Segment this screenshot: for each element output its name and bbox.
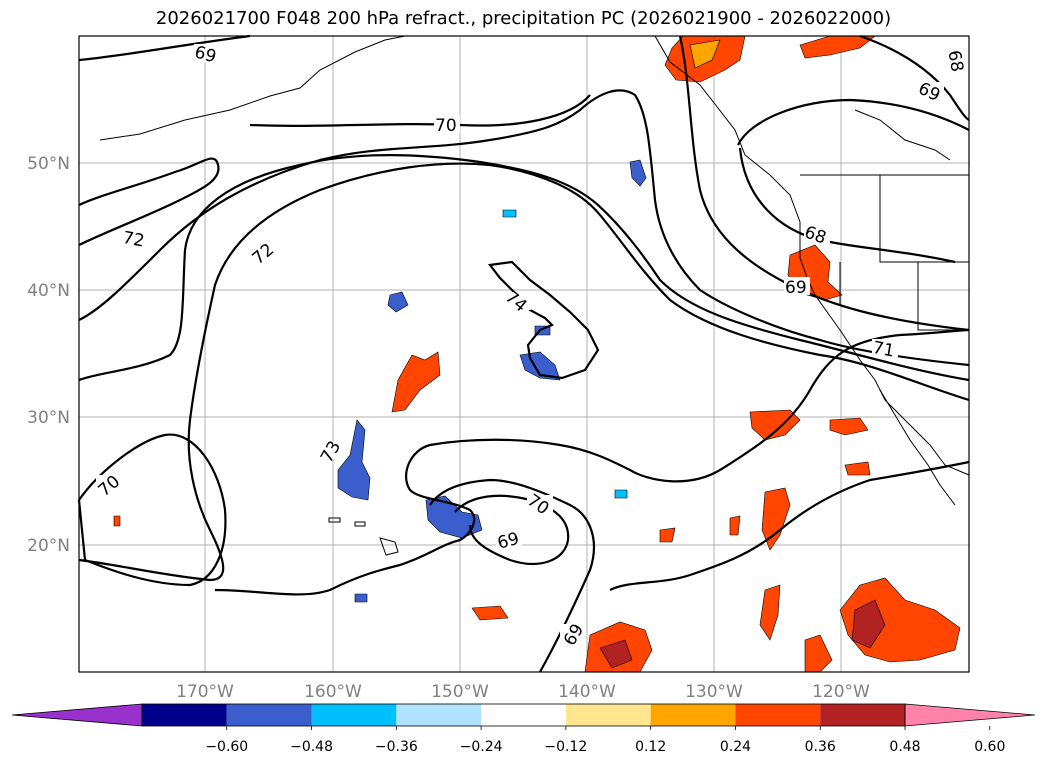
lon-label-130w: 130°W	[685, 682, 743, 702]
contour-73	[78, 162, 970, 582]
precip-area-small-3	[113, 515, 121, 527]
precip-area-south-core	[599, 639, 633, 669]
contour-70-southwest	[77, 433, 227, 587]
lat-label-30n: 30°N	[27, 408, 70, 428]
precip-area-small-1	[659, 527, 676, 543]
hawaii-island	[379, 537, 399, 556]
coastlines	[99, 35, 970, 556]
precip-area-central-1	[391, 351, 441, 413]
map-area	[79, 36, 969, 672]
contour-68-north	[737, 98, 970, 146]
colorbar-tick-label: −0.36	[375, 739, 418, 755]
precip-area-negative-2	[425, 495, 483, 539]
colorbar-segment	[396, 704, 482, 726]
lat-label-50n: 50°N	[27, 154, 70, 174]
colorbar-tick-label: −0.48	[290, 739, 333, 755]
colorbar-tick-label: 0.24	[720, 739, 751, 755]
contour-69-north	[678, 35, 970, 332]
precip-area-east-3	[844, 461, 871, 476]
colorbar-segment	[226, 704, 312, 726]
precip-area-negative-9	[354, 593, 368, 603]
colorbar-segment	[481, 704, 566, 726]
colorbar-tick-label: 0.48	[889, 739, 920, 755]
contour-69-northwest	[78, 34, 251, 62]
colorbar-extend-low	[11, 703, 143, 727]
lon-label-150w: 150°W	[431, 682, 489, 702]
colorbar-tick-label: 0.12	[635, 739, 666, 755]
contour-71-south	[609, 460, 970, 591]
west-coast	[654, 35, 970, 476]
contour-label-12: 69	[785, 278, 807, 298]
hawaii-small-1	[328, 517, 341, 523]
colorbar: −0.60 −0.48 −0.36 −0.24 −0.12 0.12 0.24 0.36 0.4…	[11, 703, 1036, 755]
contour-71	[78, 89, 970, 367]
canada-border-inner	[854, 109, 951, 161]
precip-area-east-4	[761, 487, 791, 551]
precip-area-southeast-core	[851, 599, 886, 649]
precip-area-south-3	[804, 634, 833, 673]
contour-label-13: 71	[871, 338, 896, 361]
precip-area-negative-6	[502, 209, 517, 218]
map-frame	[78, 35, 970, 673]
state-border-2	[917, 262, 969, 331]
colorbar-tick-label: 0.36	[805, 739, 836, 755]
colorbar-segment	[311, 704, 397, 726]
contour-72-inner	[214, 328, 970, 596]
colorbar-segment	[735, 704, 821, 726]
precip-area-south-2	[759, 584, 781, 641]
contour-72	[78, 154, 970, 382]
contour-72-west	[78, 157, 220, 246]
lon-label-120w: 120°W	[812, 682, 870, 702]
colorbar-frame	[141, 703, 906, 727]
precip-area-negative-8	[614, 489, 628, 499]
precip-area-small-2	[729, 515, 741, 536]
precip-area-negative-4	[387, 291, 409, 313]
contour-70-south	[429, 478, 595, 673]
precip-area-negative-5	[629, 159, 647, 187]
baja-coast	[879, 389, 956, 506]
contour-label-3: 70	[435, 116, 457, 136]
hawaii-small-2	[354, 521, 366, 527]
lon-label-160w: 160°W	[304, 682, 362, 702]
contour-label-15: 68	[943, 49, 966, 74]
colorbar-segment	[820, 704, 905, 726]
contour-label-group: 69 69 70 72 72 74 73 70 70 69 68 69 71 6…	[95, 42, 968, 649]
colorbar-tick-label: 0.60	[974, 739, 1005, 755]
lon-label-170w: 170°W	[176, 682, 234, 702]
latitude-labels: 50°N 40°N 30°N 20°N	[27, 154, 70, 556]
lon-label-140w: 140°W	[558, 682, 616, 702]
precip-area-east-2	[829, 417, 869, 436]
lat-label-40n: 40°N	[27, 281, 70, 301]
contour-69-south	[454, 494, 570, 565]
precip-area-bc-inner	[689, 39, 721, 69]
colorbar-tick-label: −0.12	[544, 739, 587, 755]
colorbar-segment	[565, 704, 651, 726]
longitude-labels: 170°W 160°W 150°W 140°W 130°W 120°W	[176, 682, 870, 702]
precip-area-east-1	[749, 409, 801, 441]
state-border-1	[879, 175, 969, 263]
precip-area-south-4	[471, 605, 509, 621]
contour-label-4: 72	[121, 228, 146, 251]
colorbar-segment	[650, 704, 736, 726]
aleutian-coast	[99, 35, 406, 141]
colorbar-segment	[142, 704, 227, 726]
lat-label-20n: 20°N	[27, 536, 70, 556]
colorbar-tick-label: −0.24	[460, 739, 503, 755]
precip-area-negative-1	[337, 419, 371, 501]
colorbar-extend-high	[904, 703, 1036, 727]
colorbar-tick-label: −0.60	[205, 739, 248, 755]
map-title: 2026021700 F048 200 hPa refract., precip…	[155, 8, 892, 29]
contour-69-northeast	[859, 34, 970, 121]
refractivity-contours	[77, 34, 970, 673]
